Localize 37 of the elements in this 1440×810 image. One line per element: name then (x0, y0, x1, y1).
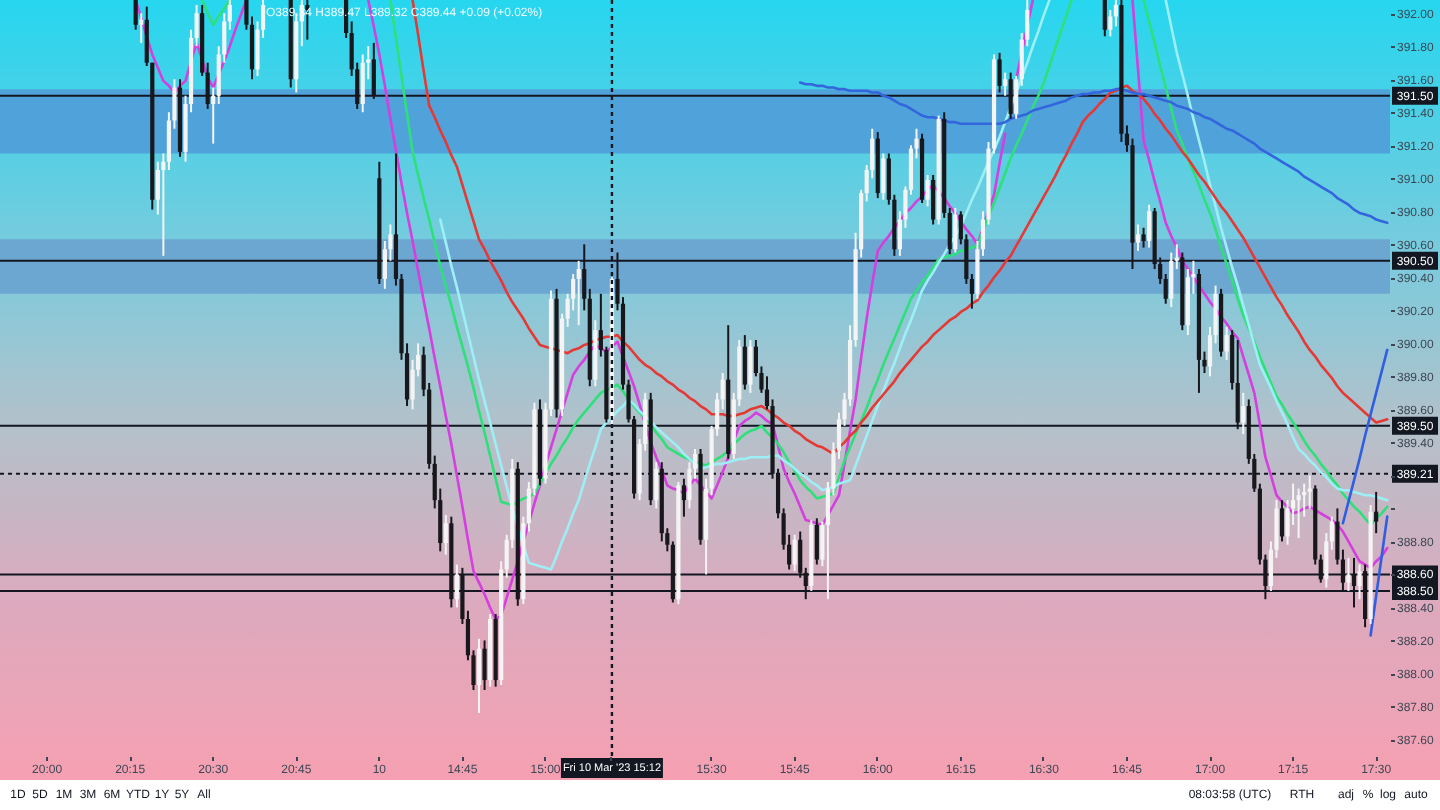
candlestick (1296, 487, 1301, 540)
line-series (1341, 348, 1389, 525)
candlestick (1147, 203, 1152, 249)
candlestick (1135, 223, 1141, 252)
line-series (1369, 515, 1389, 637)
candlestick (1185, 268, 1190, 337)
candlestick (1003, 71, 1008, 97)
candlestick (1102, 0, 1107, 38)
candlestick (1279, 499, 1285, 543)
candlestick (1241, 391, 1246, 436)
candlestick (139, 12, 144, 44)
candlestick (1346, 556, 1351, 592)
line-series (798, 81, 1389, 225)
candlestick (953, 206, 958, 254)
candlestick (482, 639, 487, 691)
candlestick (1169, 251, 1174, 309)
candlestick (925, 173, 930, 208)
candlestick (814, 517, 819, 566)
candlestick (1357, 563, 1362, 601)
candlestick (742, 334, 747, 391)
candlestick (1108, 8, 1113, 38)
candlestick (476, 637, 482, 715)
candlestick (681, 477, 687, 518)
candlestick (1224, 325, 1229, 361)
candlestick (654, 461, 659, 510)
candlestick (360, 53, 365, 114)
candlestick (454, 563, 459, 609)
candlestick (1374, 490, 1379, 535)
candlestick (1113, 0, 1118, 28)
candlestick (1141, 226, 1146, 249)
candlestick (931, 173, 936, 226)
candlestick (576, 259, 581, 327)
candlestick (443, 514, 448, 556)
candlestick (133, 0, 138, 31)
candlestick (792, 533, 797, 573)
candlestick (748, 339, 753, 394)
candlestick (881, 152, 886, 201)
